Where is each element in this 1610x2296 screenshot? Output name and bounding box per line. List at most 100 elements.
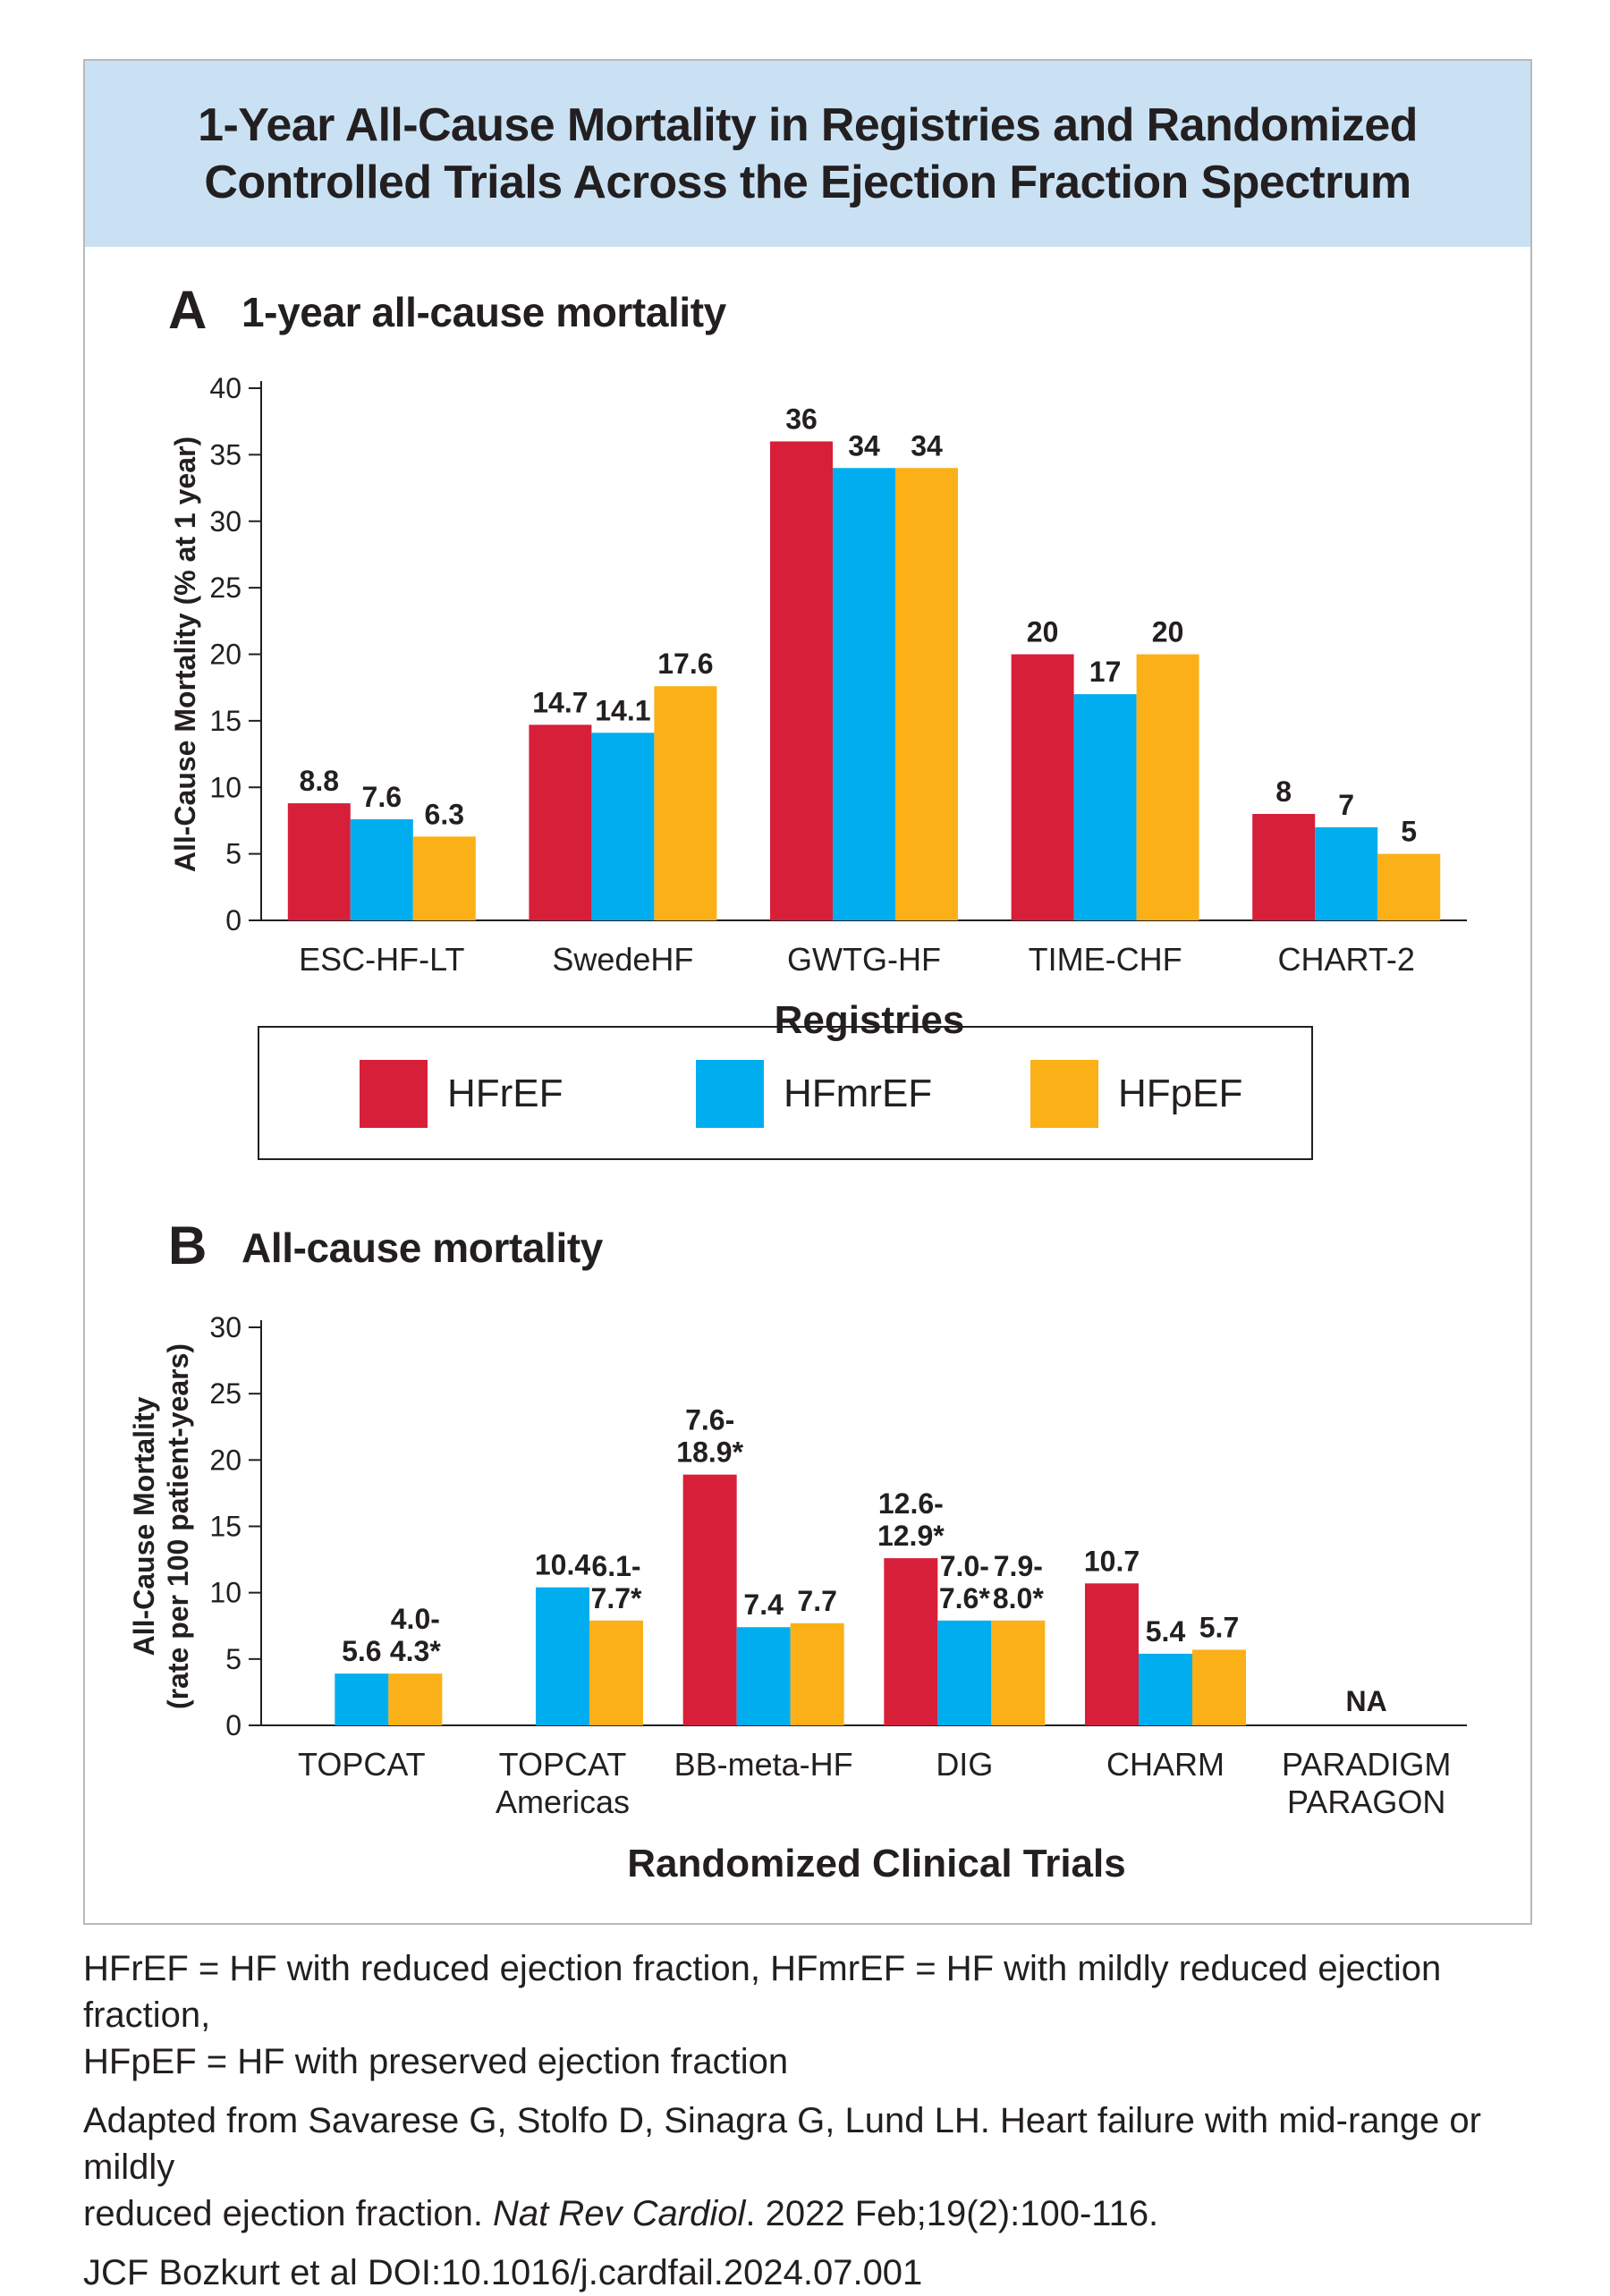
legend: HFrEF HFmrEF HFpEF (258, 1026, 1313, 1160)
data-label-hfpef-topcat-americas-line-1: 6.1- (591, 1550, 640, 1582)
bar-hfref-time-chf (1011, 654, 1074, 920)
data-label-hfmref-bb-meta-hf: 7.4 (743, 1589, 784, 1621)
bar-hfmref-topcat (335, 1673, 389, 1725)
legend-label-hfpef: HFpEF (1118, 1072, 1243, 1115)
bar-hfpef-bb-meta-hf (790, 1622, 844, 1725)
x-tick-label-topcat-americas-line-2: Americas (496, 1783, 630, 1820)
data-label-hfmref-topcat: 5.6 (342, 1635, 381, 1667)
data-label-hfpef-topcat-line-2: 4.3* (390, 1635, 441, 1667)
legend-swatch-hfref (360, 1060, 428, 1128)
x-tick-label-paradigm-paragon-line-1: PARADIGM (1282, 1746, 1451, 1783)
y-tick-label-40: 40 (209, 372, 242, 404)
bar-hfref-gwtg-hf (770, 441, 833, 920)
abbrev-line-1: HFrEF = HF with reduced ejection fractio… (83, 1949, 1442, 2035)
data-label-hfpef-dig-line-1: 7.9- (994, 1550, 1043, 1582)
citation: JCF Bozkurt et al DOI:10.1016/j.cardfail… (83, 2253, 923, 2292)
legend-item-hfmref: HFmrEF (696, 1060, 932, 1128)
data-label-hfpef-time-chf: 20 (1152, 616, 1184, 648)
bar-hfmref-bb-meta-hf (736, 1627, 791, 1725)
bar-hfref-charm (1085, 1583, 1139, 1725)
x-tick-label-paradigm-paragon-line-2: PARAGON (1287, 1783, 1445, 1820)
y-tick-label-0: 0 (225, 1709, 242, 1741)
data-label-hfmref-gwtg-hf: 34 (848, 429, 880, 462)
bar-hfpef-esc-hf-lt (412, 836, 476, 920)
data-label-hfpef-topcat-line-1: 4.0- (391, 1603, 440, 1635)
y-tick-label-30: 30 (209, 1311, 242, 1343)
data-label-hfmref-dig-line-1: 7.0- (940, 1550, 989, 1582)
data-label-hfmref-chart-2: 7 (1338, 789, 1354, 821)
data-label-hfref-dig-line-2: 12.9* (877, 1520, 945, 1552)
source-line-1: Adapted from Savarese G, Stolfo D, Sinag… (83, 2101, 1481, 2187)
bar-hfpef-topcat (388, 1673, 443, 1725)
legend-item-hfpef: HFpEF (1030, 1060, 1242, 1128)
bar-hfref-dig (884, 1558, 938, 1725)
data-label-hfmref-topcat-americas: 10.4 (535, 1549, 590, 1581)
bar-hfref-swedehf (529, 724, 592, 920)
y-tick-label-20: 20 (209, 639, 242, 671)
x-tick-label-time-chf: TIME-CHF (1029, 941, 1182, 978)
y-axis-label-line-1: All-Cause Mortality (128, 1396, 160, 1656)
source-line-2: reduced ejection fraction. Nat Rev Cardi… (83, 2190, 1550, 2237)
data-label-hfref-gwtg-hf: 36 (785, 403, 818, 436)
bar-hfpef-topcat-americas (589, 1620, 643, 1725)
chart-b: 0 5 10 15 20 25 30 All-Cause Mortality (rate per… (128, 1311, 1467, 1885)
data-label-hfpef-esc-hf-lt: 6.3 (425, 798, 464, 830)
bar-hfmref-charm (1139, 1653, 1192, 1725)
panel-a-tag: A (168, 280, 208, 340)
x-tick-label-esc-hf-lt: ESC-HF-LT (299, 941, 464, 978)
data-label-hfref-charm: 10.7 (1084, 1545, 1140, 1577)
abbrev-line-2: HFpEF = HF with preserved ejection fract… (83, 2042, 789, 2081)
bar-hfpef-swedehf (654, 686, 717, 920)
y-tick-label-20: 20 (209, 1444, 242, 1476)
data-label-hfmref-time-chf: 17 (1089, 656, 1122, 688)
y-tick-label-15: 15 (209, 1511, 242, 1543)
source-line-2-pre: reduced ejection fraction. (83, 2194, 494, 2233)
y-tick-label-15: 15 (209, 705, 242, 737)
x-tick-label-topcat-americas-line-1: TOPCAT (499, 1746, 627, 1783)
bar-hfref-chart-2 (1252, 814, 1316, 920)
source-journal: Nat Rev Cardiol (493, 2194, 746, 2233)
legend-label-hfmref: HFmrEF (784, 1072, 933, 1115)
legend-item-hfref: HFrEF (360, 1060, 564, 1128)
bar-hfpef-gwtg-hf (895, 468, 958, 920)
figure-title-line-2: Controlled Trials Across the Ejection Fr… (204, 157, 1411, 208)
x-tick-label-dig: DIG (936, 1746, 993, 1783)
bar-hfmref-chart-2 (1315, 826, 1378, 920)
data-label-hfpef-swedehf: 17.6 (657, 648, 713, 680)
x-axis-label: Randomized Clinical Trials (627, 1842, 1125, 1885)
bar-hfmref-gwtg-hf (833, 468, 895, 920)
legend-label-hfref: HFrEF (447, 1072, 564, 1115)
bar-hfpef-dig (991, 1620, 1046, 1725)
data-label-hfref-dig-line-1: 12.6- (878, 1487, 944, 1520)
panel-a-title: 1-year all-cause mortality (242, 289, 726, 335)
bar-hfref-bb-meta-hf (682, 1474, 737, 1725)
bar-hfmref-time-chf (1073, 694, 1137, 920)
x-tick-label-bb-meta-hf: BB-meta-HF (674, 1746, 853, 1783)
y-tick-label-25: 25 (209, 572, 242, 604)
bar-hfpef-chart-2 (1377, 853, 1441, 920)
bar-hfpef-charm (1192, 1649, 1246, 1725)
bar-hfref-esc-hf-lt (287, 803, 351, 920)
data-label-hfpef-topcat-americas-line-2: 7.7* (591, 1582, 642, 1614)
y-tick-label-10: 10 (209, 1577, 242, 1609)
x-tick-label-gwtg-hf: GWTG-HF (787, 941, 941, 978)
x-tick-label-charm: CHARM (1106, 1746, 1224, 1783)
y-tick-label-5: 5 (225, 1643, 242, 1675)
data-label-hfmref-swedehf: 14.1 (595, 694, 650, 726)
data-label-hfmref-dig-line-2: 7.6* (939, 1582, 990, 1614)
data-label-hfref-bb-meta-hf-line-2: 18.9* (676, 1436, 743, 1469)
footnotes: HFrEF = HF with reduced ejection fractio… (83, 1945, 1550, 2296)
data-label-hfpef-chart-2: 5 (1401, 816, 1417, 848)
data-label-hfref-esc-hf-lt: 8.8 (300, 765, 339, 797)
title-band: 1-Year All-Cause Mortality in Registries… (85, 61, 1530, 247)
annotation-na: NA (1346, 1685, 1387, 1717)
bar-hfmref-esc-hf-lt (350, 818, 413, 920)
x-axis-label: Registries (775, 998, 965, 1042)
data-label-hfmref-charm: 5.4 (1146, 1615, 1186, 1648)
data-label-hfref-time-chf: 20 (1027, 616, 1059, 648)
data-label-hfpef-bb-meta-hf: 7.7 (797, 1585, 836, 1617)
x-tick-label-swedehf: SwedeHF (552, 941, 693, 978)
y-axis-label: All-Cause Mortality (% at 1 year) (169, 436, 201, 872)
figure-frame: 1-Year All-Cause Mortality in Registries… (83, 59, 1532, 1925)
